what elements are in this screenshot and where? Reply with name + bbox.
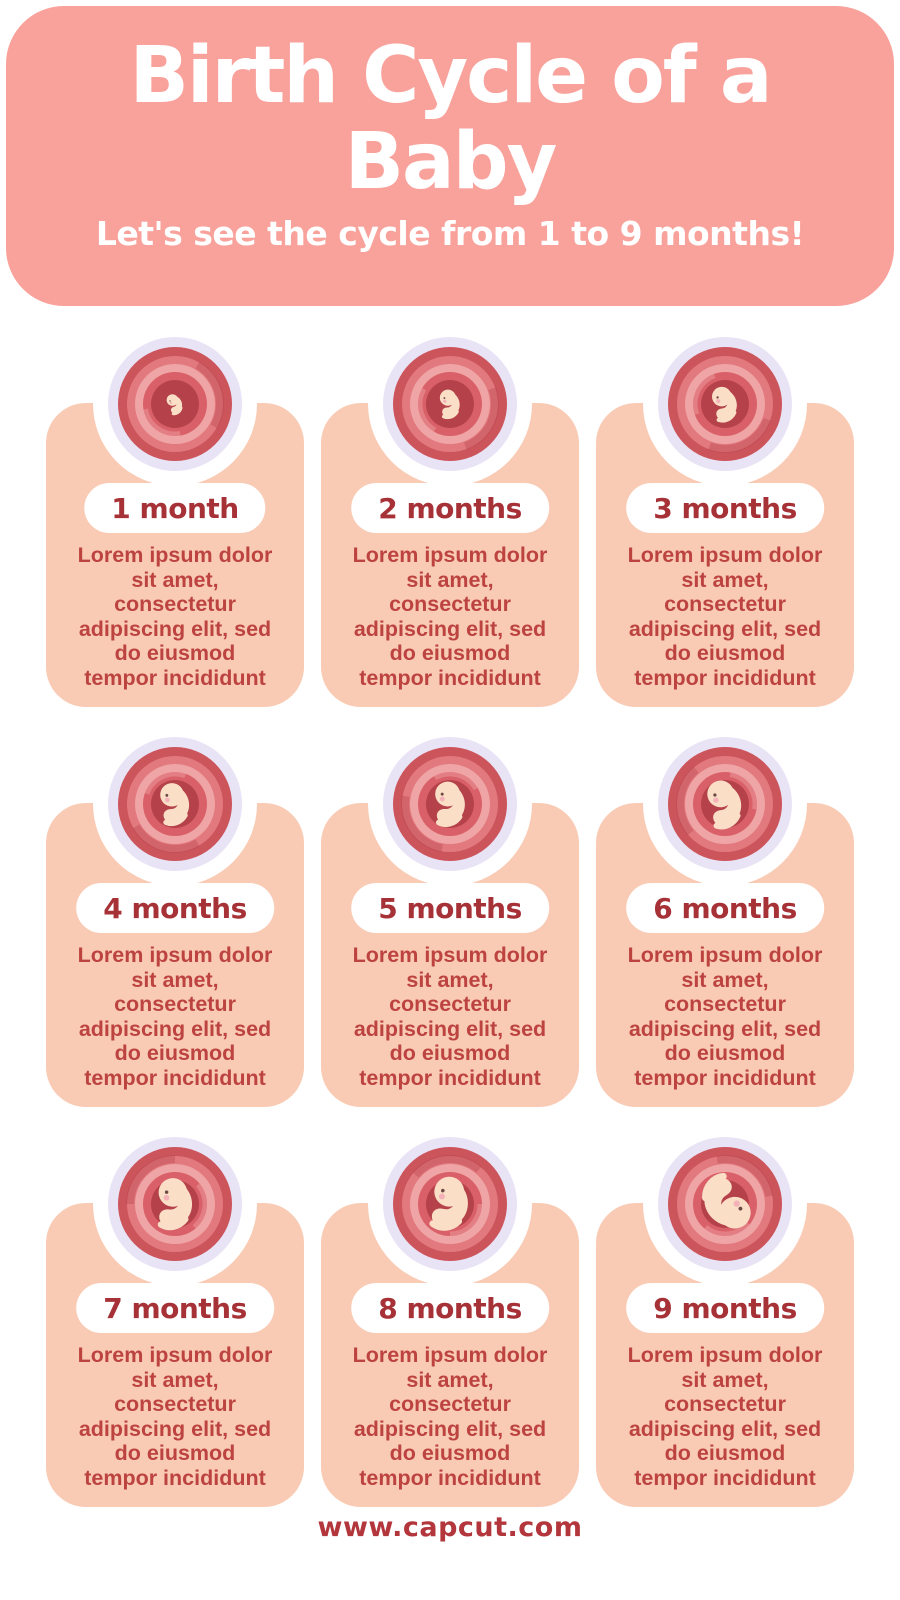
stage-description: Lorem ipsum dolor sit amet, consectetur …: [352, 543, 548, 690]
womb-fetus-icon: [658, 337, 792, 471]
stage-description: Lorem ipsum dolor sit amet, consectetur …: [352, 1343, 548, 1490]
stages-grid: 1 month Lorem ipsum dolor sit amet, cons…: [46, 322, 854, 1507]
womb-illustration-svg: [658, 1137, 792, 1271]
stage-label-pill: 4 months: [76, 883, 274, 933]
stage-card-9: 9 months Lorem ipsum dolor sit amet, con…: [596, 1122, 854, 1507]
page-title: Birth Cycle of a Baby: [129, 31, 772, 207]
womb-fetus-icon: [108, 737, 242, 871]
womb-fetus-icon: [108, 1137, 242, 1271]
womb-illustration-svg: [108, 337, 242, 471]
stage-label: 7 months: [103, 1291, 247, 1325]
stage-card-4: 4 months Lorem ipsum dolor sit amet, con…: [46, 722, 304, 1107]
womb-illustration-svg: [383, 737, 517, 871]
stage-description: Lorem ipsum dolor sit amet, consectetur …: [352, 943, 548, 1090]
stage-card-2: 2 months Lorem ipsum dolor sit amet, con…: [321, 322, 579, 707]
womb-illustration-svg: [108, 1137, 242, 1271]
stage-card-5: 5 months Lorem ipsum dolor sit amet, con…: [321, 722, 579, 1107]
stage-label: 6 months: [653, 891, 797, 925]
stage-label-pill: 3 months: [626, 483, 824, 533]
stage-card-3: 3 months Lorem ipsum dolor sit amet, con…: [596, 322, 854, 707]
page-subtitle: Let's see the cycle from 1 to 9 months!: [95, 213, 805, 253]
stage-label-pill: 2 months: [351, 483, 549, 533]
womb-illustration-svg: [383, 1137, 517, 1271]
stage-description: Lorem ipsum dolor sit amet, consectetur …: [77, 1343, 273, 1490]
stage-label: 4 months: [103, 891, 247, 925]
stage-description: Lorem ipsum dolor sit amet, consectetur …: [627, 543, 823, 690]
womb-fetus-icon: [658, 737, 792, 871]
footer: www.capcut.com: [0, 1512, 900, 1543]
stage-label-pill: 8 months: [351, 1283, 549, 1333]
stage-label: 9 months: [653, 1291, 797, 1325]
stage-label-pill: 7 months: [76, 1283, 274, 1333]
stage-description: Lorem ipsum dolor sit amet, consectetur …: [77, 543, 273, 690]
womb-illustration-svg: [108, 737, 242, 871]
stage-label: 3 months: [653, 491, 797, 525]
stage-label: 8 months: [378, 1291, 522, 1325]
womb-fetus-icon: [658, 1137, 792, 1271]
stage-label: 5 months: [378, 891, 522, 925]
stage-card-1: 1 month Lorem ipsum dolor sit amet, cons…: [46, 322, 304, 707]
womb-fetus-icon: [383, 337, 517, 471]
womb-illustration-svg: [658, 737, 792, 871]
stage-description: Lorem ipsum dolor sit amet, consectetur …: [627, 1343, 823, 1490]
womb-fetus-icon: [108, 337, 242, 471]
header-banner: Birth Cycle of a Baby Let's see the cycl…: [6, 6, 894, 306]
stage-card-6: 6 months Lorem ipsum dolor sit amet, con…: [596, 722, 854, 1107]
womb-fetus-icon: [383, 1137, 517, 1271]
stage-label-pill: 9 months: [626, 1283, 824, 1333]
stage-label: 1 month: [111, 491, 239, 525]
stage-card-7: 7 months Lorem ipsum dolor sit amet, con…: [46, 1122, 304, 1507]
womb-fetus-icon: [383, 737, 517, 871]
womb-illustration-svg: [658, 337, 792, 471]
stage-label-pill: 1 month: [84, 483, 266, 533]
stage-description: Lorem ipsum dolor sit amet, consectetur …: [627, 943, 823, 1090]
stage-label: 2 months: [378, 491, 522, 525]
stage-card-8: 8 months Lorem ipsum dolor sit amet, con…: [321, 1122, 579, 1507]
stage-label-pill: 6 months: [626, 883, 824, 933]
stage-label-pill: 5 months: [351, 883, 549, 933]
website-link[interactable]: www.capcut.com: [317, 1512, 583, 1543]
womb-illustration-svg: [383, 337, 517, 471]
stage-description: Lorem ipsum dolor sit amet, consectetur …: [77, 943, 273, 1090]
